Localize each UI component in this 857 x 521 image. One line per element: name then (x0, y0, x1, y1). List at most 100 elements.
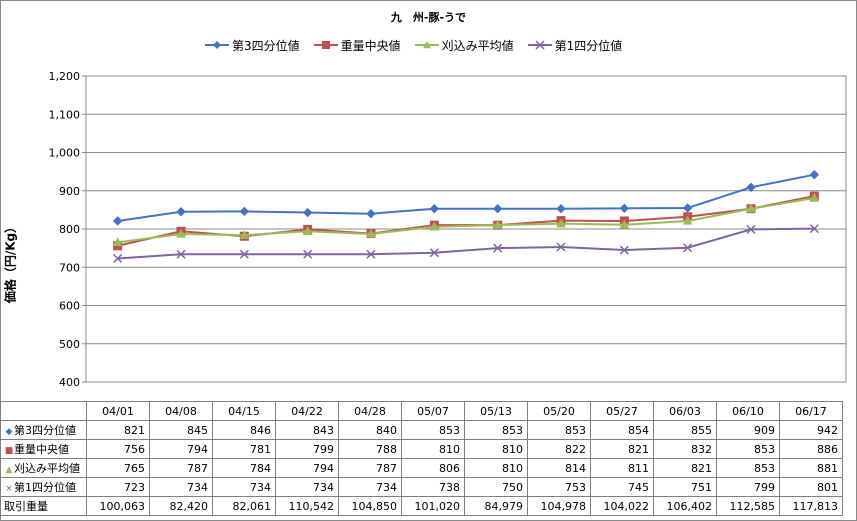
line-chart-plot: 400 500 600 700 800 900 1,000 1,100 1,200 (49, 70, 847, 389)
table-value-cell: 100,063 (86, 496, 150, 516)
x-category-label: 04/08 (149, 401, 213, 421)
data-table: 04/01 04/08 04/15 04/22 04/28 05/07 05/13 05/20… (0, 401, 843, 516)
table-value-cell: 734 (338, 477, 402, 497)
table-row-label: ◆ 第3四分位値 (0, 420, 87, 440)
table-value-cell: 821 (590, 439, 654, 459)
x-category-label: 05/13 (464, 401, 528, 421)
table-value-cell: 832 (653, 439, 717, 459)
y-tick-label: 800 (59, 223, 80, 236)
table-value-cell: 822 (527, 439, 591, 459)
data-point (683, 243, 693, 253)
legend-label: 第1四分位値 (554, 38, 623, 53)
table-value-cell: 788 (338, 439, 402, 459)
table-value-cell: 117,813 (779, 496, 843, 516)
y-tick-label: 400 (59, 376, 80, 389)
table-value-cell: 840 (338, 420, 402, 440)
table-value-cell: 853 (716, 458, 780, 478)
table-value-cell: 821 (86, 420, 150, 440)
table-value-cell: 734 (149, 477, 213, 497)
table-value-cell: 734 (275, 477, 339, 497)
table-value-cell: 814 (527, 458, 591, 478)
table-value-cell: 811 (590, 458, 654, 478)
data-point (492, 204, 503, 214)
table-value-cell: 794 (275, 458, 339, 478)
legend-swatch (205, 41, 229, 49)
chart-title: 九 州-豚-うで (390, 11, 467, 24)
x-category-label: 06/03 (653, 401, 717, 421)
data-point (493, 243, 503, 253)
table-row: ▲ 刈込み平均値 765 787 784 794 787 806 810 814 811 821 853… (0, 458, 843, 478)
data-point (556, 242, 566, 252)
table-value-cell: 104,022 (590, 496, 654, 516)
table-value-cell: 723 (86, 477, 150, 497)
table-corner-cell (0, 401, 87, 421)
table-row-label: 取引重量 (0, 496, 87, 516)
table-value-cell: 853 (401, 420, 465, 440)
data-point (556, 218, 566, 228)
table-value-cell: 751 (653, 477, 717, 497)
table-value-cell: 810 (464, 458, 528, 478)
table-value-cell: 853 (527, 420, 591, 440)
table-row-weight: 取引重量 100,063 82,420 82,061 110,542 104,850 101… (0, 496, 843, 516)
legend-swatch (414, 41, 439, 49)
series-marker-icon: ▲ (5, 465, 13, 475)
table-value-cell: 765 (86, 458, 150, 478)
series-marker-icon: × (5, 484, 13, 494)
legend-label: 重量中央値 (340, 38, 401, 53)
table-value-cell: 738 (401, 477, 465, 497)
table-value-cell: 942 (779, 420, 843, 440)
table-value-cell: 82,420 (149, 496, 213, 516)
x-category-label: 06/10 (716, 401, 780, 421)
table-row-label: ■重量中央値 (0, 439, 87, 459)
table-value-cell: 745 (590, 477, 654, 497)
data-point (619, 203, 630, 214)
data-point (429, 221, 440, 231)
table-value-cell: 784 (212, 458, 276, 478)
data-point (303, 249, 313, 259)
table-value-cell: 753 (527, 477, 591, 497)
table-value-cell: 104,978 (527, 496, 591, 516)
y-tick-label: 1,100 (49, 108, 81, 121)
legend-item: 第1四分位値 (527, 37, 623, 53)
series-line-2 (117, 195, 815, 247)
series-line-3 (117, 197, 815, 244)
series-marker-icon: ■ (4, 446, 14, 456)
data-point (619, 245, 629, 255)
data-point (429, 248, 439, 258)
data-point (809, 192, 820, 202)
data-point (746, 203, 756, 213)
table-value-cell: 810 (401, 439, 465, 459)
data-point (682, 215, 693, 225)
x-category-label: 06/17 (779, 401, 843, 421)
table-row-label: ▲ 刈込み平均値 (0, 458, 87, 478)
data-point (429, 204, 440, 214)
table-value-cell: 112,585 (716, 496, 780, 516)
data-point (239, 249, 249, 259)
data-point (112, 216, 123, 226)
table-value-cell: 854 (590, 420, 654, 440)
data-point (366, 228, 376, 238)
chart-legend: 第3四分位値 重量中央値 刈込み平均値 第1四分位値 (205, 37, 622, 53)
table-value-cell: 750 (464, 477, 528, 497)
legend-item: 重量中央値 (313, 37, 401, 53)
table-value-cell: 84,979 (464, 496, 528, 516)
table-value-cell: 799 (275, 439, 339, 459)
series-name: 第1四分位値 (14, 481, 76, 494)
plot-area (85, 75, 847, 383)
table-value-cell: 82,061 (212, 496, 276, 516)
data-point (302, 207, 313, 218)
table-value-cell: 106,402 (653, 496, 717, 516)
y-tick-label: 700 (59, 261, 80, 274)
table-row-label: ×第1四分位値 (0, 477, 87, 497)
table-value-cell: 843 (275, 420, 339, 440)
table-row: ×第1四分位値 723 734 734 734 734 738 750 753 745 751 799… (0, 477, 843, 497)
data-point (619, 219, 630, 229)
table-row: ◆ 第3四分位値 821 845 846 843 840 853 853 853 854 855 909… (0, 420, 843, 440)
table-value-cell: 886 (779, 439, 843, 459)
y-tick-label: 900 (59, 185, 80, 198)
x-category-label: 04/15 (212, 401, 276, 421)
y-tick-label: 500 (59, 338, 80, 351)
table-row: ■重量中央値 756 794 781 799 788 810 810 822 821 832 853 8… (0, 439, 843, 459)
table-value-cell: 853 (716, 439, 780, 459)
data-point (239, 206, 250, 217)
